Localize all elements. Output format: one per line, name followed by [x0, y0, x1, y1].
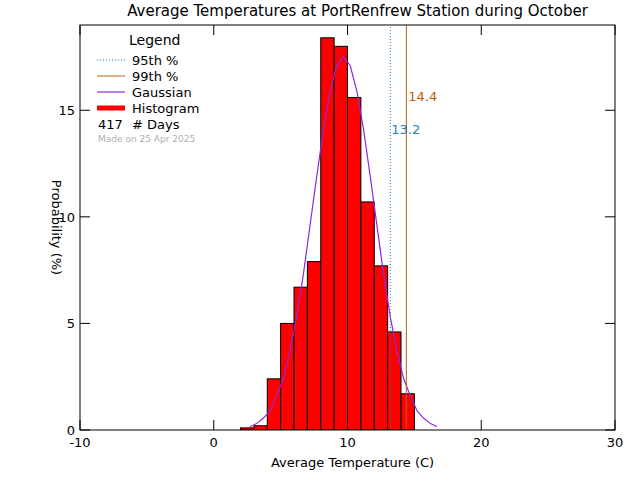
legend-label: 99th %: [132, 69, 178, 84]
x-tick-top: [213, 25, 214, 35]
x-tick: [213, 420, 214, 430]
y-tick-right: [605, 216, 615, 217]
background: [0, 0, 640, 480]
legend-label: Gaussian: [132, 85, 192, 100]
legend-swatch: [97, 60, 125, 61]
percentile-label: 13.2: [391, 122, 420, 137]
y-tick-right: [605, 110, 615, 111]
y-tick: [80, 430, 90, 431]
percentile-line: [390, 25, 391, 430]
x-tick-top: [615, 25, 616, 35]
legend-swatch: [97, 91, 125, 92]
plot-data: [241, 25, 438, 430]
histogram-bar: [307, 262, 320, 430]
y-tick-label: 5: [67, 316, 75, 331]
y-tick: [80, 110, 90, 111]
histogram-bar: [294, 287, 307, 430]
days-count: 417: [98, 117, 123, 132]
x-tick-label: 30: [607, 435, 624, 450]
legend-label: 95th %: [132, 53, 178, 68]
y-tick-label: 0: [67, 423, 75, 438]
x-tick: [80, 420, 81, 430]
histogram-bar: [254, 426, 267, 430]
histogram-bar: [388, 332, 401, 430]
legend-swatch: [97, 76, 125, 77]
x-tick-top: [347, 25, 348, 35]
y-tick: [80, 323, 90, 324]
histogram-bar: [361, 202, 374, 430]
percentile-label: 14.4: [408, 89, 437, 104]
legend-swatch: [97, 106, 125, 111]
percentile-line: [406, 25, 407, 430]
x-tick: [615, 420, 616, 430]
gaussian-curve: [250, 57, 437, 427]
chart-title: Average Temperatures at PortRenfrew Stat…: [127, 2, 589, 20]
legend: Legend 95th %99th %GaussianHistogram 417 # …: [97, 32, 199, 144]
days-label: # Days: [132, 117, 180, 132]
y-tick-label: 15: [58, 103, 75, 118]
y-tick-right: [605, 430, 615, 431]
histogram-bar: [348, 97, 361, 430]
x-tick-label: 20: [473, 435, 490, 450]
y-tick-right: [605, 323, 615, 324]
histogram-bar: [334, 46, 347, 430]
histogram-bar: [321, 38, 334, 430]
y-axis-label: Probability (%): [49, 180, 64, 275]
plot-frame: [80, 25, 615, 430]
x-tick: [347, 420, 348, 430]
chart: 13.214.4-100102030051015Average Temperat…: [0, 0, 640, 480]
y-tick: [80, 216, 90, 217]
x-axis-label: Average Temperature (C): [271, 455, 434, 470]
x-tick-top: [481, 25, 482, 35]
x-tick-label: 0: [210, 435, 218, 450]
made-on-note: Made on 25 Apr 2025: [98, 134, 195, 144]
x-tick-top: [80, 25, 81, 35]
legend-title: Legend: [129, 32, 180, 48]
x-tick-label: 10: [339, 435, 356, 450]
histogram-bar: [267, 379, 280, 430]
x-tick: [481, 420, 482, 430]
legend-label: Histogram: [132, 101, 199, 116]
